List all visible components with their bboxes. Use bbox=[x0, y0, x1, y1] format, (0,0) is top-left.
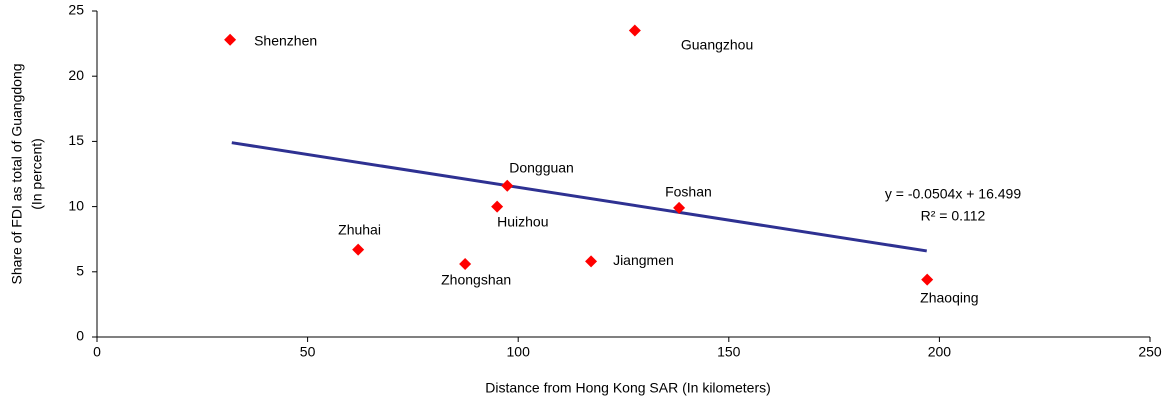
point-label: Huizhou bbox=[497, 213, 548, 229]
point-label: Shenzhen bbox=[254, 32, 317, 48]
data-point bbox=[501, 179, 514, 192]
data-point bbox=[224, 33, 237, 46]
x-tick-label: 0 bbox=[93, 344, 101, 360]
y-tick-label: 15 bbox=[68, 132, 84, 148]
point-label: Zhongshan bbox=[441, 272, 511, 288]
x-tick-label: 200 bbox=[928, 344, 952, 360]
y-tick-label: 25 bbox=[68, 2, 84, 18]
data-point bbox=[459, 257, 472, 270]
point-label: Foshan bbox=[665, 184, 712, 200]
point-label: Zhuhai bbox=[338, 221, 381, 237]
data-point bbox=[352, 243, 365, 256]
data-point bbox=[491, 200, 504, 213]
y-tick-label: 0 bbox=[76, 328, 84, 344]
x-tick-label: 100 bbox=[507, 344, 531, 360]
point-label: Zhaoqing bbox=[920, 289, 978, 305]
x-axis-title: Distance from Hong Kong SAR (In kilomete… bbox=[485, 380, 771, 396]
data-point bbox=[628, 24, 641, 37]
r-squared: R² = 0.112 bbox=[921, 208, 986, 224]
trendline-equation: y = -0.0504x + 16.499 bbox=[885, 186, 1021, 202]
point-label: Jiangmen bbox=[613, 252, 674, 268]
trendline bbox=[231, 141, 927, 253]
data-point bbox=[921, 273, 934, 286]
point-label: Dongguan bbox=[509, 159, 574, 175]
y-tick-label: 20 bbox=[68, 67, 84, 83]
x-tick-label: 250 bbox=[1138, 344, 1162, 360]
data-point bbox=[673, 201, 686, 214]
x-tick-label: 150 bbox=[717, 344, 741, 360]
point-label: Guangzhou bbox=[681, 36, 753, 52]
y-axis-title: Share of FDI as total of Guangdong bbox=[9, 63, 25, 284]
data-point bbox=[585, 255, 598, 268]
x-tick-label: 50 bbox=[300, 344, 316, 360]
y-axis-title: (In percent) bbox=[29, 138, 45, 210]
y-tick-label: 10 bbox=[68, 197, 84, 213]
y-tick-label: 5 bbox=[76, 263, 84, 279]
